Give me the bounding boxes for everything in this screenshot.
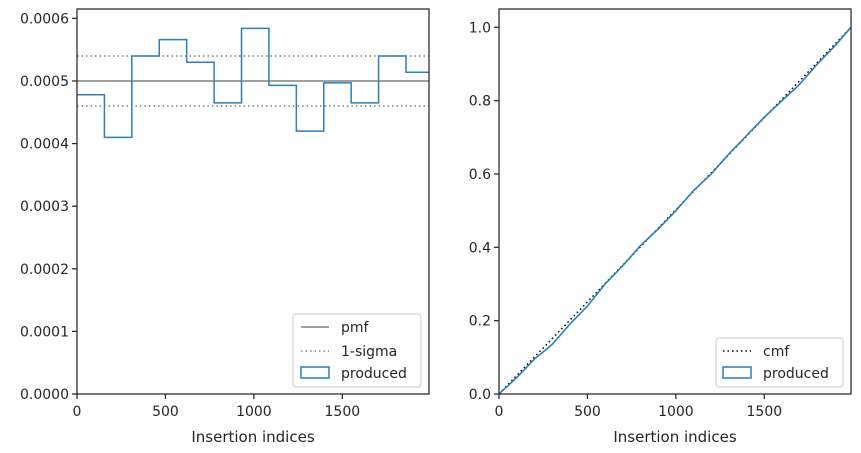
left-y-tick-label: 0.0000 <box>20 387 69 403</box>
right-x-ticks: 0 500 1000 1500 <box>495 394 783 420</box>
right-legend-box <box>715 337 844 388</box>
right-series-cmf <box>498 26 852 395</box>
right-legend: cmf produced <box>715 337 844 388</box>
legend-swatch-produced-right <box>722 366 752 379</box>
left-plot-area <box>77 27 429 139</box>
right-axes-frame <box>498 8 852 395</box>
left-y-tick-label: 0.0002 <box>20 262 69 278</box>
left-axes-frame <box>76 8 430 395</box>
legend-label-cmf: cmf <box>763 344 790 360</box>
legend-label-produced-right: produced <box>763 366 829 382</box>
right-x-tick-label: 1500 <box>747 404 783 420</box>
right-y-tick-label: 0.2 <box>469 314 491 330</box>
left-x-tick-label: 1000 <box>236 404 272 420</box>
left-y-ticks: 0.0000 0.0001 0.0002 0.0003 0.0004 0.0005 0.00… <box>20 11 77 403</box>
left-x-tick-label: 1500 <box>325 404 361 420</box>
right-x-tick-label: 500 <box>574 404 601 420</box>
left-series-produced <box>77 27 429 139</box>
right-x-tick-label: 0 <box>495 404 504 420</box>
legend-label-produced-left: produced <box>341 366 407 382</box>
right-y-ticks: 0.0 0.2 0.4 0.6 0.8 1.0 <box>469 20 499 403</box>
left-y-tick-label: 0.0004 <box>20 137 69 153</box>
left-y-tick-label: 0.0003 <box>20 199 69 215</box>
left-legend: pmf 1-sigma produced <box>292 313 422 388</box>
legend-label-pmf: pmf <box>341 320 370 336</box>
left-chart: 0 500 1000 1500 0.00000.00010.00020.00030.0… <box>20 8 430 446</box>
left-y-tick-label: 0.0005 <box>20 74 69 90</box>
left-x-tick-label: 500 <box>152 404 179 420</box>
right-series-produced <box>498 26 852 395</box>
right-y-tick-label: 0.4 <box>469 240 491 256</box>
right-y-tick-label: 1.0 <box>469 20 491 36</box>
right-y-tick-label: 0.6 <box>469 167 491 183</box>
right-plot-area <box>498 26 852 395</box>
left-y-tick-label: 0.0001 <box>20 324 69 340</box>
legend-label-1-sigma: 1-sigma <box>341 344 397 360</box>
right-y-tick-label: 0.0 <box>469 387 491 403</box>
left-x-ticks: 0 500 1000 1500 <box>73 394 361 420</box>
right-chart: 0 500 1000 1500 0.0 0.2 0.4 0.6 0.8 1.0 Insertio… <box>469 8 852 446</box>
right-y-tick-label: 0.8 <box>469 94 491 110</box>
right-x-axis-label: Insertion indices <box>613 428 736 446</box>
left-x-tick-label: 0 <box>73 404 82 420</box>
right-x-tick-label: 1000 <box>658 404 694 420</box>
left-x-axis-label: Insertion indices <box>191 428 314 446</box>
left-legend-box <box>292 313 422 388</box>
legend-swatch-produced-left <box>300 366 330 379</box>
left-y-tick-label: 0.0006 <box>20 11 69 27</box>
